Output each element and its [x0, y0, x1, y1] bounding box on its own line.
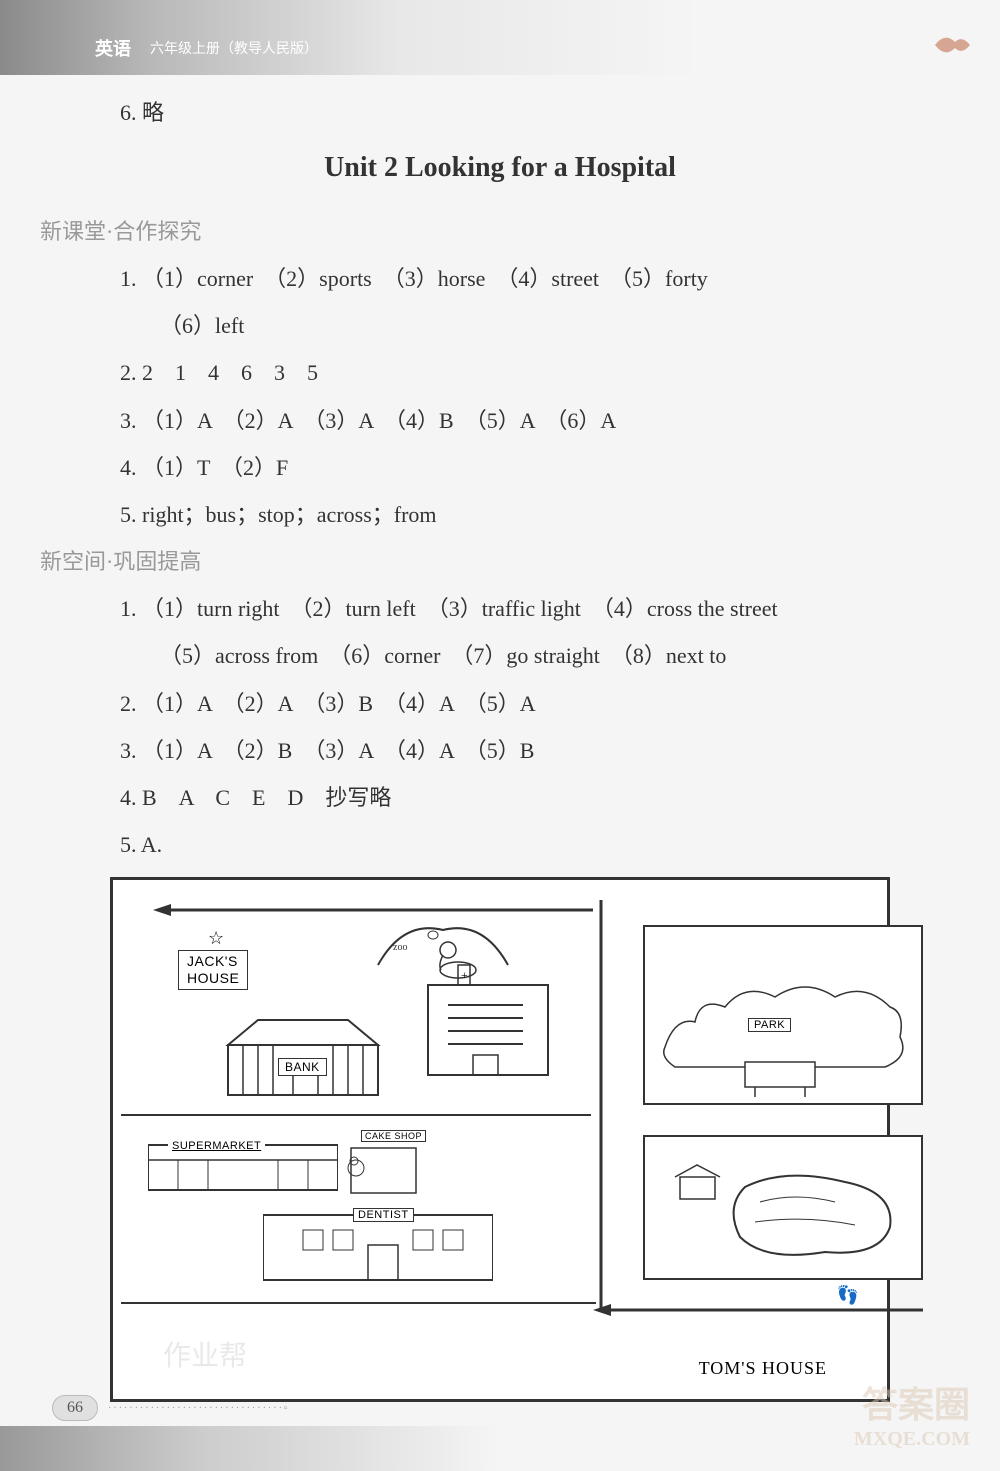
s1-item-4: 4. （1）T （2）F	[120, 450, 940, 485]
leaf-icon	[930, 30, 975, 60]
svg-text:zoo: zoo	[393, 942, 407, 953]
arrow-bottom	[593, 1300, 923, 1320]
label-supermarket: SUPERMARKET	[168, 1140, 265, 1152]
star-icon: ☆	[208, 928, 224, 949]
road-bottom-left	[121, 1298, 596, 1308]
svg-text:+: +	[461, 968, 468, 982]
item-6-num: 6.	[120, 100, 137, 125]
header-band: 英语 六年级上册（教导人民版）	[0, 0, 1000, 75]
park-box	[643, 925, 923, 1105]
header-subtitle: 六年级上册（教导人民版）	[150, 38, 318, 58]
label-cakeshop: CAKE SHOP	[361, 1130, 426, 1142]
label-park: PARK	[748, 1018, 791, 1032]
hospital-building: +	[423, 960, 553, 1080]
map-diagram: ☆ JACK'S HOUSE zoo +	[110, 877, 890, 1402]
label-jacks-house: JACK'S HOUSE	[178, 950, 248, 990]
s1-item-2: 2. 2 1 4 6 3 5	[120, 355, 940, 390]
label-dentist: DENTIST	[353, 1208, 414, 1222]
label-toms-house: TOM'S HOUSE	[699, 1358, 827, 1379]
s1-item-1b: （6）left	[160, 308, 940, 343]
s2-item-3: 3. （1）A （2）B （3）A （4）A （5）B	[120, 733, 940, 768]
s2-item-1b: （5）across from （6）corner （7）go straight …	[160, 638, 940, 673]
road-vertical	[591, 900, 611, 1310]
unit-title: Unit 2 Looking for a Hospital	[60, 152, 940, 184]
page-badge: 66	[52, 1395, 98, 1421]
label-bank: BANK	[278, 1058, 327, 1076]
footer-gradient	[0, 1426, 1000, 1471]
s2-item-2: 2. （1）A （2）A （3）B （4）A （5）A	[120, 686, 940, 721]
footprints-icon: 👣	[837, 1285, 859, 1306]
section1-label: 新课堂·合作探究	[40, 214, 940, 246]
park-drawing	[645, 927, 925, 1107]
map-faint-text: 作业帮	[163, 1334, 247, 1374]
header-subject: 英语	[95, 35, 131, 61]
s2-item-1: 1. （1）turn right （2）turn left （3）traffic…	[120, 591, 940, 626]
road-horizontal-left	[121, 1110, 591, 1120]
s2-item-4: 4. B A C E D 抄写略	[120, 780, 940, 815]
s1-item-3: 3. （1）A （2）A （3）A （4）B （5）A （6）A	[120, 403, 940, 438]
dotted-line: ·································▫	[108, 1403, 289, 1414]
watermark: 答案圈 MXQE.COM	[854, 1376, 970, 1451]
section2-label: 新空间·巩固提高	[40, 544, 940, 576]
s2-item-5: 5. A.	[120, 827, 940, 862]
item-6: 6. 略	[120, 95, 940, 127]
lake-box	[643, 1135, 923, 1280]
lake-drawing	[645, 1137, 925, 1282]
page-number: 66 ·································▫	[52, 1395, 289, 1421]
page-content: 6. 略 Unit 2 Looking for a Hospital 新课堂·合…	[0, 75, 1000, 1442]
s1-item-1: 1. （1）corner （2）sports （3）horse （4）stree…	[120, 261, 940, 296]
s1-item-5: 5. right；bus；stop；across；from	[120, 497, 940, 532]
item-6-text: 略	[142, 100, 164, 125]
